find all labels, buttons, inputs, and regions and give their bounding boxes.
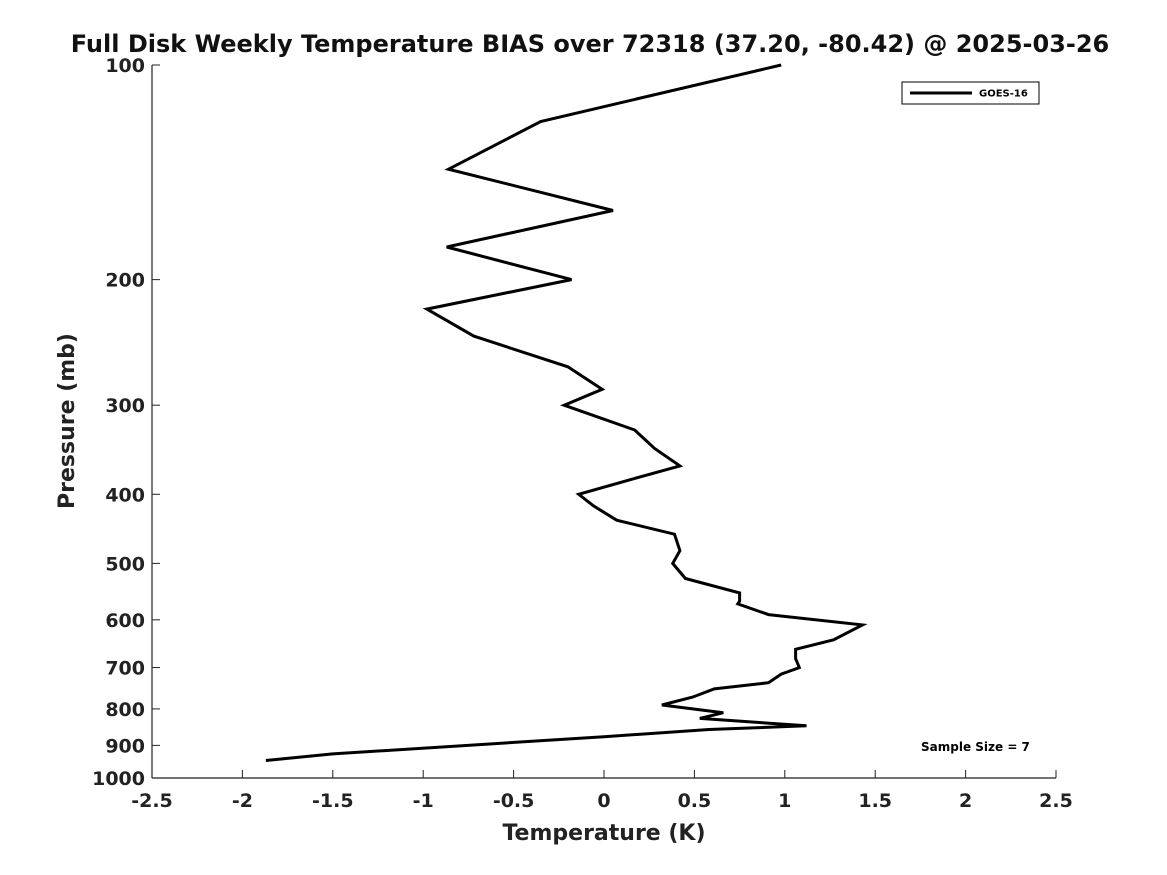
- sample-size-annotation: Sample Size = 7: [921, 740, 1030, 754]
- series-line-goes-16: [265, 63, 868, 762]
- x-tick-label: -1: [413, 790, 434, 812]
- legend: GOES-16: [901, 81, 1040, 105]
- y-tick-label: 200: [105, 270, 145, 292]
- y-tick-label: 100: [105, 55, 145, 77]
- x-tick-label: -2: [232, 790, 253, 812]
- y-tick-label: 800: [105, 699, 145, 721]
- y-tick-label: 500: [105, 553, 145, 575]
- x-tick-label: -0.5: [493, 790, 535, 812]
- x-axis-ticks: -2.5 -2 -1.5 -1 -0.5 0 0.5 1 1.5 2 2.5: [131, 770, 1073, 812]
- x-tick-label: 0.5: [678, 790, 712, 812]
- plot-area: [151, 65, 1056, 779]
- y-tick-label: 700: [105, 658, 145, 680]
- y-axis-ticks: 100 200 300 400 500 600 700 800 900 1000: [92, 55, 160, 790]
- x-tick-label: 1: [778, 790, 791, 812]
- x-tick-label: 2.5: [1039, 790, 1073, 812]
- x-tick-label: -2.5: [131, 790, 173, 812]
- y-tick-label: 300: [105, 395, 145, 417]
- x-tick-label: -1.5: [312, 790, 354, 812]
- x-tick-label: 1.5: [858, 790, 892, 812]
- y-axis-label: Pressure (mb): [55, 333, 80, 509]
- x-tick-label: 0: [597, 790, 610, 812]
- series-layer: [265, 63, 868, 762]
- y-tick-label: 900: [105, 735, 145, 757]
- chart-title: Full Disk Weekly Temperature BIAS over 7…: [71, 30, 1110, 58]
- legend-entry-goes-16: GOES-16: [979, 89, 1028, 100]
- y-tick-label: 600: [105, 610, 145, 632]
- y-tick-label: 400: [105, 484, 145, 506]
- y-tick-label: 1000: [92, 768, 145, 790]
- x-tick-label: 2: [959, 790, 972, 812]
- x-axis-label: Temperature (K): [502, 821, 705, 846]
